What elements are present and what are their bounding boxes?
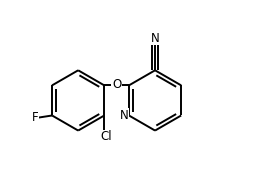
Text: N: N	[120, 109, 129, 122]
Text: F: F	[31, 111, 38, 124]
Text: O: O	[112, 78, 121, 91]
Text: N: N	[151, 32, 160, 45]
Text: Cl: Cl	[100, 130, 112, 143]
